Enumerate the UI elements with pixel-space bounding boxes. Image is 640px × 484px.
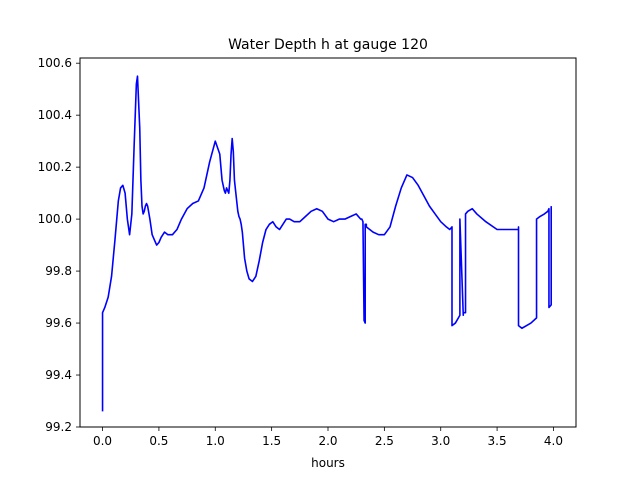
y-tick-label: 100.4 [38, 108, 72, 122]
plot-area [101, 75, 552, 412]
x-axis: 0.0 0.5 1.0 1.5 2.0 2.5 3.0 3.5 4.0 [93, 427, 563, 448]
x-tick-label: 4.0 [544, 434, 563, 448]
y-tick-label: 100.6 [38, 56, 72, 70]
x-tick-label: 2.0 [318, 434, 337, 448]
x-tick-label: 2.5 [375, 434, 394, 448]
y-tick-label: 99.8 [45, 264, 72, 278]
x-tick-label: 1.5 [262, 434, 281, 448]
water-depth-series-line [101, 75, 552, 412]
y-tick-label: 99.4 [45, 368, 72, 382]
y-tick-label: 99.6 [45, 316, 72, 330]
y-axis: 99.2 99.4 99.6 99.8 100.0 100.2 100.4 100.6 [38, 56, 80, 434]
x-tick-label: 0.0 [93, 434, 112, 448]
chart-title: Water Depth h at gauge 120 [228, 37, 428, 53]
x-tick-label: 1.0 [206, 434, 225, 448]
y-tick-label: 99.2 [45, 420, 72, 434]
y-tick-label: 100.0 [38, 212, 72, 226]
x-axis-title: hours [311, 456, 345, 470]
y-tick-label: 100.2 [38, 160, 72, 174]
x-tick-label: 3.5 [488, 434, 507, 448]
x-tick-label: 3.0 [431, 434, 450, 448]
x-tick-label: 0.5 [149, 434, 168, 448]
